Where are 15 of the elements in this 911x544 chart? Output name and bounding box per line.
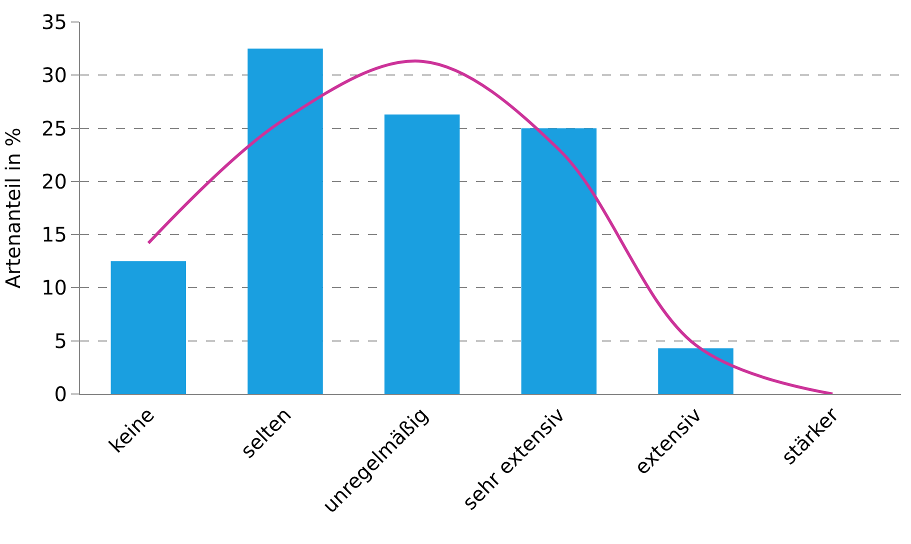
y-tick-label: 30: [42, 63, 67, 88]
y-tick-label: 5: [54, 328, 67, 353]
y-tick-label: 20: [42, 169, 67, 194]
y-axis-title: Artenanteil in %: [1, 128, 26, 288]
bar: [384, 114, 460, 394]
bar: [658, 348, 734, 394]
bar: [521, 128, 597, 394]
line-series: [146, 60, 834, 394]
y-tick-label: 15: [42, 222, 67, 247]
y-tick-label: 25: [42, 116, 67, 140]
bar: [110, 261, 186, 394]
bar: [248, 48, 323, 394]
y-tick-label: 35: [42, 10, 67, 34]
y-tick-label: 10: [42, 276, 67, 300]
y-tick-label: 0: [54, 382, 67, 406]
